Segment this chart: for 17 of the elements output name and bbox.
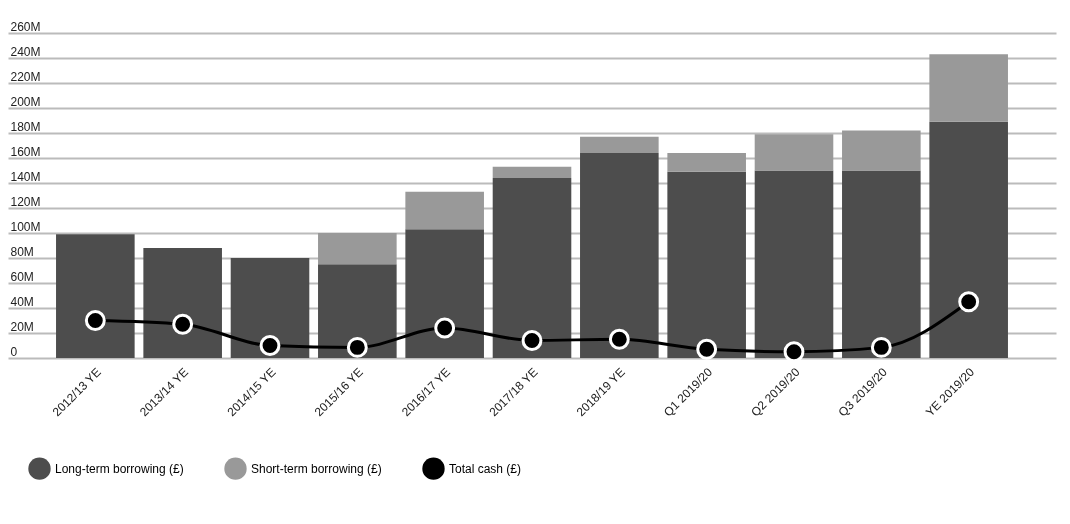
y-tick-label: 100M (10, 219, 41, 234)
y-tick-label: 80M (10, 244, 34, 259)
legend-label: Short-term borrowing (£) (251, 461, 382, 476)
y-tick-label: 60M (10, 269, 34, 284)
y-tick-label: 240M (10, 44, 41, 59)
y-tick-label: 180M (10, 119, 41, 134)
legend-label: Long-term borrowing (£) (55, 461, 184, 476)
y-tick-label: 40M (10, 294, 34, 309)
y-tick-label: 200M (10, 94, 41, 109)
y-tick-label: 260M (10, 19, 41, 34)
legend-label: Total cash (£) (449, 461, 522, 476)
y-tick-label: 160M (10, 144, 41, 159)
y-tick-label: 140M (10, 169, 41, 184)
y-tick-label: 120M (10, 194, 41, 209)
y-tick-label: 20M (10, 319, 34, 334)
y-tick-label: 0 (10, 344, 18, 359)
y-tick-label: 220M (10, 69, 41, 84)
